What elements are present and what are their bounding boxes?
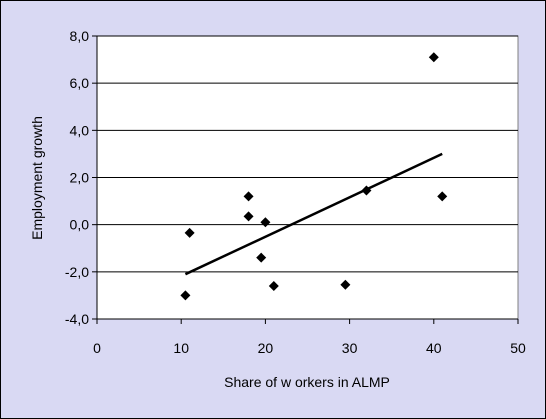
- trend-line-group: [184, 152, 443, 276]
- x-tick-label: 20: [258, 340, 274, 356]
- y-tick-labels: -4,0 -2,0 0,0 2,0 4,0 6,0 8,0: [65, 28, 89, 327]
- x-axis-label: Share of w orkers in ALMP: [224, 374, 390, 390]
- x-tick-label: 40: [426, 340, 442, 356]
- y-tick-label: -4,0: [65, 311, 89, 327]
- data-point: [256, 252, 267, 263]
- x-tick-label: 30: [342, 340, 358, 356]
- y-tick-label: 2,0: [70, 170, 90, 186]
- data-point: [361, 185, 372, 196]
- y-tick-label: 4,0: [70, 122, 90, 138]
- data-point: [268, 280, 279, 291]
- data-point: [260, 217, 271, 228]
- y-tick-label: 6,0: [70, 75, 90, 91]
- data-point: [437, 191, 448, 202]
- data-point: [243, 191, 254, 202]
- data-point: [243, 211, 254, 222]
- gridlines: [97, 35, 518, 273]
- data-point: [340, 279, 351, 290]
- x-tick-label: 10: [173, 340, 189, 356]
- x-tick-label: 50: [510, 340, 526, 356]
- data-point: [184, 227, 195, 238]
- y-tick-label: -2,0: [65, 264, 89, 280]
- data-point: [428, 52, 439, 63]
- y-tick-label: 8,0: [70, 28, 90, 44]
- data-points: [180, 52, 448, 301]
- y-tick-label: 0,0: [70, 217, 90, 233]
- trend-line: [184, 152, 443, 276]
- y-axis-label: Employment growth: [29, 116, 45, 240]
- x-tick-labels: 0 10 20 30 40 50: [93, 340, 526, 356]
- data-point: [180, 290, 191, 301]
- x-tick-label: 0: [93, 340, 101, 356]
- axis-ticks: [92, 35, 519, 324]
